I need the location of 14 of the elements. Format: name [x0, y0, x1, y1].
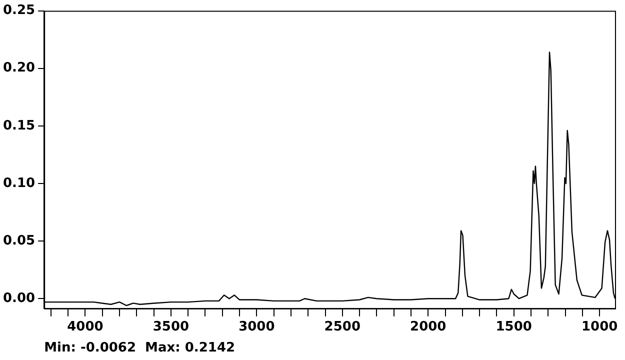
- y-tick-label: 0.00: [2, 290, 36, 306]
- x-tick-label: 2500: [324, 320, 360, 335]
- x-tick-label: 3500: [152, 320, 190, 335]
- y-tick-label: 0.05: [2, 233, 36, 248]
- x-tick-label: 1000: [581, 320, 618, 335]
- y-tick-label: 0.15: [2, 118, 36, 134]
- y-tick-label: 0.20: [2, 60, 36, 76]
- x-tick-label: 1500: [496, 320, 532, 335]
- x-tick-label: 2000: [410, 320, 446, 335]
- text: Min: -0.0062 Max: 0.2142: [44, 340, 236, 356]
- x-tick-label: 3000: [238, 320, 275, 335]
- y-tick-label: 0.25: [2, 3, 36, 18]
- x-tick-label: 4000: [67, 320, 104, 335]
- y-tick-label: 0.10: [2, 176, 36, 191]
